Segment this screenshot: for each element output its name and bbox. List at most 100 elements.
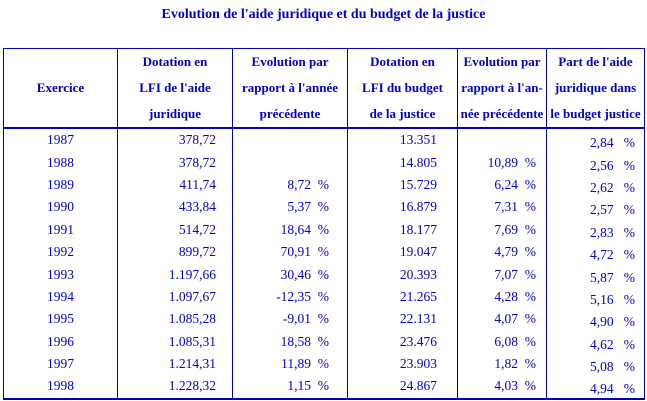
table-body: 1987 378,72 13.351 2,84 % 1988 378,72 14… [3, 128, 645, 399]
cell-budget: 19.047 [347, 240, 458, 264]
cell-evo-budget: 4,79 % [457, 240, 547, 264]
cell-evo-aide: 1,15 % [232, 375, 348, 399]
cell-part: 4,62 % [546, 330, 645, 353]
cell-evo-aide: 18,64 % [232, 218, 348, 241]
cell-budget: 23.476 [347, 330, 458, 353]
header-line: de la justice [369, 106, 436, 121]
table-row: 1992 899,72 70,91 % 19.047 4,79 % 4,72 % [3, 240, 645, 264]
cell-year: 1991 [3, 218, 118, 241]
header-evolution-aide: Evolution par rapport à l'année précéden… [232, 48, 348, 129]
cell-aide: 1.228,32 [117, 375, 233, 399]
header-line: Dotation en [142, 54, 208, 69]
cell-aide: 411,74 [117, 173, 233, 197]
header-line: Evolution par [251, 54, 329, 69]
cell-part-value: 2,62 % [590, 179, 635, 195]
cell-part-value: 2,83 % [590, 224, 635, 240]
cell-evo-aide: 70,91 % [232, 240, 348, 264]
cell-evo-budget: 1,82 % [457, 352, 547, 376]
table-row: 1994 1.097,67 -12,35 % 21.265 4,28 % 5,1… [3, 285, 645, 309]
cell-year: 1993 [3, 263, 118, 286]
cell-year: 1996 [3, 330, 118, 353]
cell-year: 1994 [3, 285, 118, 309]
cell-part-value: 2,57 % [590, 202, 635, 218]
cell-part: 5,16 % [546, 285, 645, 309]
cell-evo-budget: 10,89 % [457, 151, 547, 174]
cell-year: 1995 [3, 308, 118, 331]
cell-evo-aide: 8,72 % [232, 173, 348, 197]
cell-budget: 24.867 [347, 375, 458, 399]
table-row: 1988 378,72 14.805 10,89 % 2,56 % [3, 151, 645, 174]
cell-budget: 22.131 [347, 308, 458, 331]
cell-aide: 1.085,28 [117, 308, 233, 331]
cell-evo-budget: 7,31 % [457, 196, 547, 219]
table-row: 1987 378,72 13.351 2,84 % [3, 128, 645, 152]
cell-evo-budget: 7,69 % [457, 218, 547, 241]
cell-evo-aide: 5,37 % [232, 196, 348, 219]
header-line: Evolution par [463, 54, 541, 69]
cell-year: 1998 [3, 375, 118, 399]
header-line: Exercice [36, 80, 85, 95]
cell-aide: 1.097,67 [117, 285, 233, 309]
table-row: 1993 1.197,66 30,46 % 20.393 7,07 % 5,87… [3, 263, 645, 286]
cell-budget: 18.177 [347, 218, 458, 241]
table-row: 1997 1.214,31 11,89 % 23.903 1,82 % 5,08… [3, 352, 645, 376]
cell-evo-aide: -12,35 % [232, 285, 348, 309]
cell-aide: 514,72 [117, 218, 233, 241]
table-header-row: Exercice Dotation en LFI de l'aide jurid… [3, 48, 645, 129]
cell-part: 2,56 % [546, 151, 645, 174]
cell-evo-budget [457, 128, 547, 152]
table-row: 1998 1.228,32 1,15 % 24.867 4,03 % 4,94 … [3, 375, 645, 399]
cell-budget: 15.729 [347, 173, 458, 197]
cell-evo-aide: -9,01 % [232, 308, 348, 331]
header-dotation-aide: Dotation en LFI de l'aide juridique [117, 48, 233, 129]
cell-part-value: 5,08 % [590, 359, 635, 375]
header-line: rapport à l'an- [461, 80, 543, 95]
cell-budget: 13.351 [347, 128, 458, 152]
table-header: Exercice Dotation en LFI de l'aide jurid… [3, 48, 645, 129]
cell-evo-aide: 18,58 % [232, 330, 348, 353]
table-row: 1995 1.085,28 -9,01 % 22.131 4,07 % 4,90… [3, 308, 645, 331]
cell-evo-aide [232, 128, 348, 152]
cell-evo-aide [232, 151, 348, 174]
cell-aide: 378,72 [117, 151, 233, 174]
header-line: le budget justice [550, 106, 641, 121]
header-dotation-budget: Dotation en LFI du budget de la justice [347, 48, 458, 129]
cell-evo-budget: 4,03 % [457, 375, 547, 399]
header-line: LFI de l'aide [139, 80, 211, 95]
cell-part: 4,94 % [546, 375, 645, 399]
table-row: 1996 1.085,31 18,58 % 23.476 6,08 % 4,62… [3, 330, 645, 353]
page-title: Evolution de l'aide juridique et du budg… [161, 7, 486, 22]
header-line: Dotation en [370, 54, 435, 69]
cell-evo-budget: 4,28 % [457, 285, 547, 309]
header-line: Part de l'aide [558, 54, 633, 69]
cell-part-value: 5,87 % [590, 269, 635, 285]
cell-budget: 21.265 [347, 285, 458, 309]
header-evolution-budget: Evolution par rapport à l'an- née précéd… [457, 48, 547, 129]
cell-year: 1992 [3, 240, 118, 264]
cell-part: 4,72 % [546, 240, 645, 264]
header-line: précédente [259, 106, 321, 121]
cell-evo-aide: 11,89 % [232, 352, 348, 376]
cell-aide: 433,84 [117, 196, 233, 219]
cell-part-value: 4,62 % [590, 336, 635, 352]
cell-part-value: 2,56 % [590, 157, 635, 173]
cell-evo-budget: 6,08 % [457, 330, 547, 353]
cell-year: 1990 [3, 196, 118, 219]
cell-aide: 378,72 [117, 128, 233, 152]
cell-budget: 14.805 [347, 151, 458, 174]
header-part-aide: Part de l'aide juridique dans le budget … [546, 48, 645, 129]
cell-aide: 1.085,31 [117, 330, 233, 353]
cell-year: 1988 [3, 151, 118, 174]
cell-part: 5,87 % [546, 263, 645, 286]
cell-part-value: 4,94 % [590, 381, 635, 397]
cell-year: 1989 [3, 173, 118, 197]
table-row: 1991 514,72 18,64 % 18.177 7,69 % 2,83 % [3, 218, 645, 241]
header-line: née précédente [460, 106, 544, 121]
cell-budget: 23.903 [347, 352, 458, 376]
cell-part-value: 5,16 % [590, 291, 635, 307]
cell-part: 2,57 % [546, 196, 645, 219]
cell-aide: 1.214,31 [117, 352, 233, 376]
header-line: juridique [148, 106, 201, 121]
table-row: 1989 411,74 8,72 % 15.729 6,24 % 2,62 % [3, 173, 645, 197]
cell-part-value: 4,72 % [590, 247, 635, 263]
